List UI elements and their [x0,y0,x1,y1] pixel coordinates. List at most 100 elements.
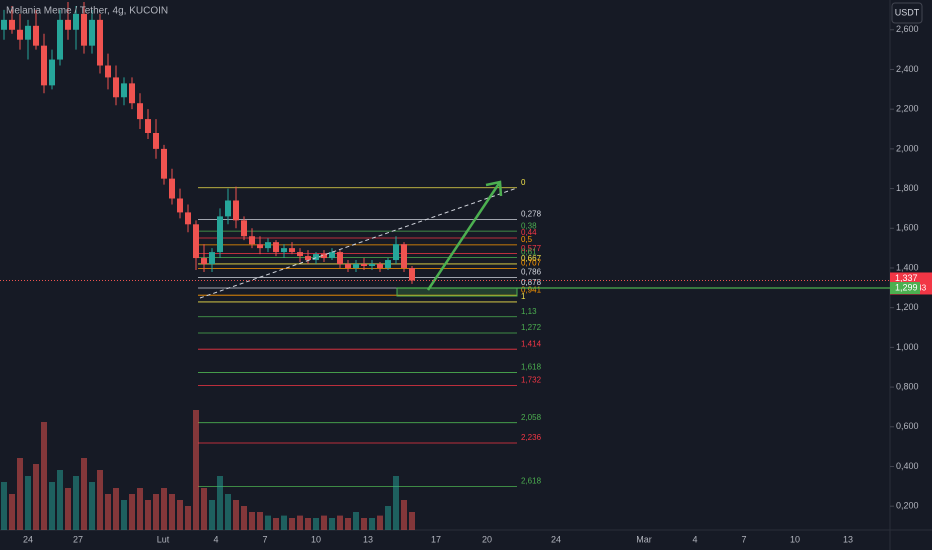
target-box [396,287,518,297]
volume-bar [353,512,359,530]
volume-bar [401,500,407,530]
candle-body [105,65,111,78]
y-tick-label: 0,600 [896,421,919,431]
y-tick-label: 1,600 [896,223,919,233]
candle-body [297,252,303,257]
volume-bar [97,470,103,530]
volume-bar [49,482,55,530]
fib-label: 1,618 [521,363,542,372]
x-tick-label: Lut [157,534,170,544]
candle-body [353,264,359,268]
candle-body [361,264,367,266]
x-tick-label: 7 [262,534,267,544]
candle-body [409,267,415,281]
candle-body [385,260,391,268]
fib-label: 0,667 [521,254,542,263]
y-tick-label: 1,400 [896,262,919,272]
fib-label: 0,44 [521,228,537,237]
candle-body [217,216,223,253]
candle-body [393,244,399,261]
volume-bar [313,518,319,530]
candle-body [401,244,407,268]
volume-bar [105,494,111,530]
volume-bar [385,506,391,530]
volume-bar [177,500,183,530]
volume-bar [241,506,247,530]
volume-bar [73,476,79,530]
candle-body [193,224,199,259]
fib-label: 2,618 [521,477,542,486]
candle-body [313,254,319,261]
volume-bar [153,494,159,530]
volume-bar [65,488,71,530]
candle-body [225,200,231,217]
candle-body [137,103,143,120]
y-tick-label: 2,000 [896,143,919,153]
y-tick-label: 2,400 [896,64,919,74]
currency-button[interactable] [891,2,923,24]
fib-label: 0,61 [521,248,537,257]
x-tick-label: 4 [213,534,218,544]
x-tick-label: 24 [551,534,561,544]
volume-bar [169,494,175,530]
x-tick-label: 10 [790,534,800,544]
candle-body [169,178,175,199]
candle-body [57,19,63,60]
volume-bar [281,515,287,530]
y-tick-label: 2,200 [896,104,919,114]
volume-bar [89,482,95,530]
candle-body [177,198,183,213]
volume-bar [273,518,279,530]
x-tick-label: Mar [636,534,652,544]
volume-bar [137,488,143,530]
x-tick-label: 24 [23,534,33,544]
volume-bar [33,464,39,530]
fib-label: 0,38 [521,221,537,230]
candle-body [281,248,287,253]
candle-body [129,83,135,104]
candle-body [273,242,279,253]
candle-body [97,19,103,66]
currency-label[interactable]: USDT [895,7,920,17]
candle-body [153,132,159,149]
candle-body [321,254,327,259]
y-tick-label: 0,400 [896,461,919,471]
x-tick-label: 13 [843,534,853,544]
x-tick-label: 7 [741,534,746,544]
x-tick-label: 27 [73,534,83,544]
y-tick-label: 1,800 [896,183,919,193]
volume-bar [17,458,23,530]
candle-body [257,244,263,249]
fib-label: 0,941 [521,285,542,294]
y-tick-label: 0,200 [896,501,919,511]
fib-label: 0,278 [521,210,542,219]
level-tag-label: 1,299 [895,282,918,292]
candle-body [17,29,23,40]
volume-bar [225,494,231,530]
candle-body [73,13,79,30]
volume-bar [377,515,383,530]
volume-bar [257,512,263,530]
volume-bar [41,422,47,530]
candle-body [1,19,7,30]
volume-bar [305,518,311,530]
candle-body [201,258,207,265]
volume-bar [361,518,367,530]
volume-bar [233,500,239,530]
candle-body [89,19,95,46]
volume-bar [1,482,7,530]
candle-body [377,264,383,268]
candle-body [185,212,191,225]
candle-body [33,25,39,46]
candle-body [41,45,47,86]
candle-body [249,236,255,245]
candle-body [25,25,31,40]
volume-bar [393,476,399,530]
fib-label: 0,5 [521,235,533,244]
fib-label: 0 [521,178,526,187]
candle-body [329,252,335,259]
fib-label: 1,13 [521,307,537,316]
